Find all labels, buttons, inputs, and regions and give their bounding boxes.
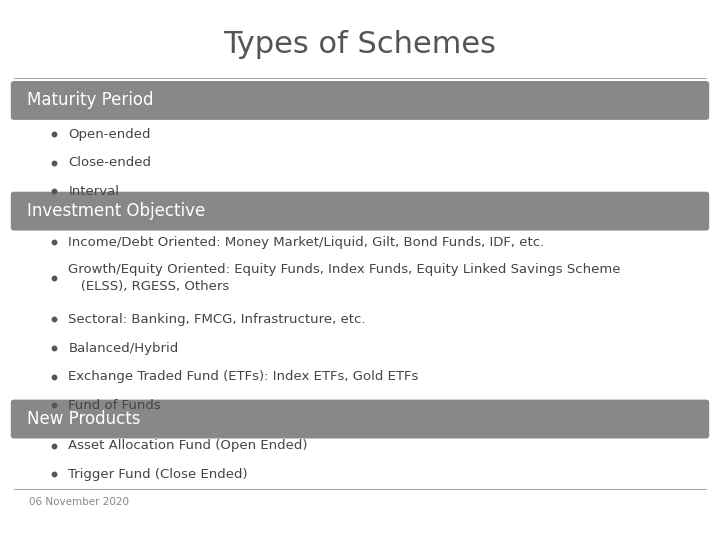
Text: Maturity Period: Maturity Period (27, 91, 154, 110)
Text: Interval: Interval (68, 185, 120, 198)
FancyBboxPatch shape (11, 192, 709, 231)
Text: 06 November 2020: 06 November 2020 (29, 497, 129, 507)
Text: Types of Schemes: Types of Schemes (223, 30, 497, 59)
Text: Close-ended: Close-ended (68, 157, 151, 170)
Text: Balanced/Hybrid: Balanced/Hybrid (68, 342, 179, 355)
Text: Trigger Fund (Close Ended): Trigger Fund (Close Ended) (68, 468, 248, 481)
FancyBboxPatch shape (11, 81, 709, 120)
Text: Fund of Funds: Fund of Funds (68, 399, 161, 412)
Text: Exchange Traded Fund (ETFs): Index ETFs, Gold ETFs: Exchange Traded Fund (ETFs): Index ETFs,… (68, 370, 419, 383)
Text: New Products: New Products (27, 410, 141, 428)
Text: Asset Allocation Fund (Open Ended): Asset Allocation Fund (Open Ended) (68, 440, 308, 453)
Text: Income/Debt Oriented: Money Market/Liquid, Gilt, Bond Funds, IDF, etc.: Income/Debt Oriented: Money Market/Liqui… (68, 236, 544, 249)
FancyBboxPatch shape (11, 400, 709, 438)
Text: Investment Objective: Investment Objective (27, 202, 206, 220)
Text: Open-ended: Open-ended (68, 128, 151, 141)
Text: Sectoral: Banking, FMCG, Infrastructure, etc.: Sectoral: Banking, FMCG, Infrastructure,… (68, 313, 366, 326)
Text: Growth/Equity Oriented: Equity Funds, Index Funds, Equity Linked Savings Scheme
: Growth/Equity Oriented: Equity Funds, In… (68, 263, 621, 293)
